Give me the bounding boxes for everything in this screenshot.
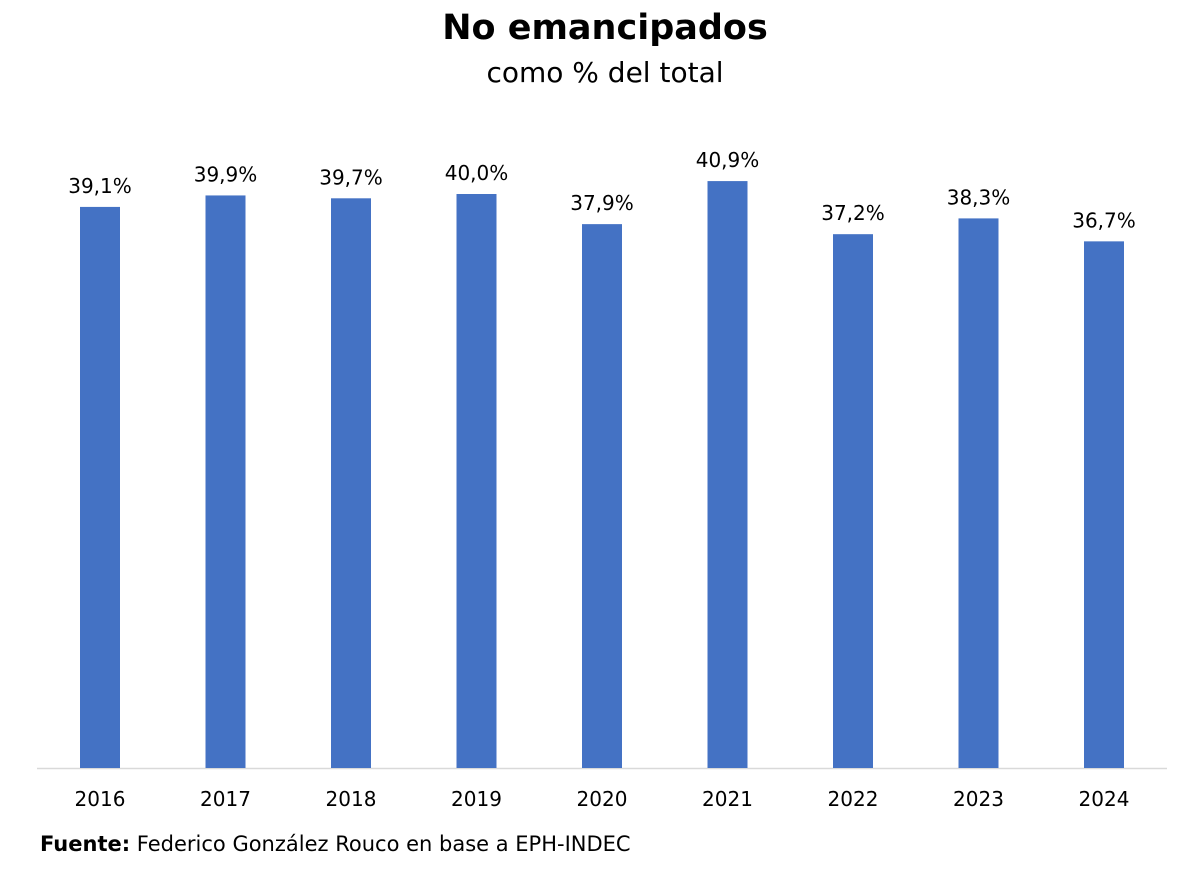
bar-2023: [958, 218, 999, 768]
bar-2019: [456, 194, 497, 768]
bar-2020: [582, 224, 622, 768]
data-label: 40,9%: [696, 148, 760, 172]
x-tick-label: 2016: [75, 787, 126, 811]
source-text: Federico González Rouco en base a EPH-IN…: [130, 832, 631, 856]
data-label: 37,2%: [821, 201, 885, 225]
data-label: 39,9%: [194, 162, 258, 186]
bar-2021: [707, 181, 748, 768]
source-label: Fuente:: [40, 832, 131, 856]
bar-2016: [80, 206, 120, 769]
data-label: 36,7%: [1072, 208, 1136, 232]
data-label: 38,3%: [947, 185, 1011, 209]
x-tick-label: 2018: [326, 787, 377, 811]
bar-2018: [331, 198, 371, 768]
chart-title: No emancipados: [442, 8, 768, 48]
x-tick-label: 2017: [200, 787, 251, 811]
x-tick-label: 2023: [953, 787, 1004, 811]
data-label: 39,1%: [68, 174, 132, 198]
data-label: 40,0%: [445, 161, 509, 185]
bar-2022: [833, 234, 873, 768]
source-note: Fuente: Federico González Rouco en base …: [40, 832, 631, 856]
x-tick-label: 2020: [577, 787, 628, 811]
bar-2017: [205, 195, 246, 768]
data-label: 39,7%: [319, 165, 383, 189]
data-label: 37,9%: [570, 191, 634, 215]
x-tick-label: 2024: [1079, 787, 1130, 811]
x-tick-label: 2021: [702, 787, 753, 811]
bar-2024: [1084, 241, 1124, 769]
chart-subtitle: como % del total: [486, 56, 724, 89]
x-tick-label: 2019: [451, 787, 502, 811]
x-tick-label: 2022: [828, 787, 879, 811]
